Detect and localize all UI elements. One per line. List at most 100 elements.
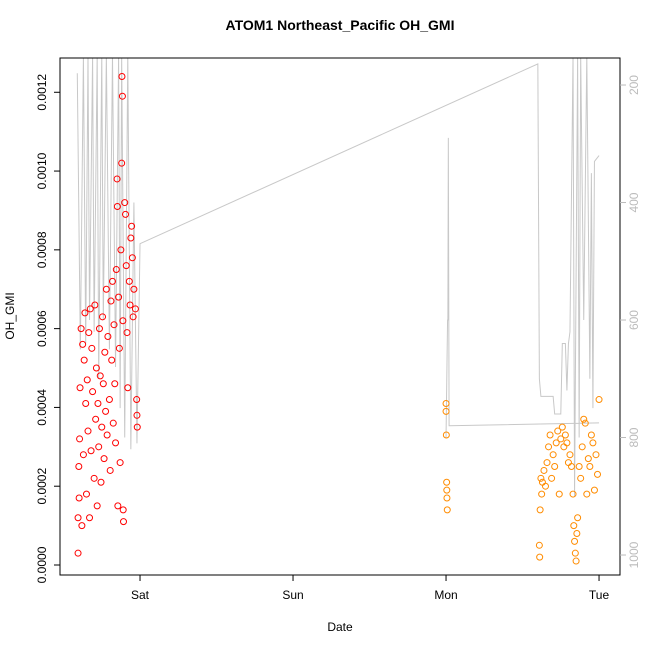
data-point xyxy=(103,431,111,439)
x-tick-label: Sat xyxy=(131,588,150,602)
data-point xyxy=(133,423,141,431)
data-point xyxy=(95,443,103,451)
data-point xyxy=(118,73,126,81)
y2-tick-label: 400 xyxy=(627,192,641,212)
data-point xyxy=(554,427,562,435)
data-point xyxy=(540,466,548,474)
data-point xyxy=(75,494,83,502)
data-point xyxy=(443,506,451,514)
y-tick-label: 0.0012 xyxy=(35,74,49,111)
data-point xyxy=(74,514,82,522)
data-point xyxy=(551,463,559,471)
data-point xyxy=(118,159,126,167)
data-point xyxy=(563,439,571,447)
data-point xyxy=(95,325,103,333)
data-point xyxy=(81,309,89,317)
data-point xyxy=(125,277,133,285)
data-point xyxy=(583,490,591,498)
data-point xyxy=(112,266,120,274)
data-point xyxy=(558,423,566,431)
data-point xyxy=(566,451,574,459)
data-point xyxy=(76,435,84,443)
data-point xyxy=(79,451,87,459)
data-point xyxy=(571,549,579,557)
data-point xyxy=(122,262,130,270)
data-point xyxy=(442,431,450,439)
data-point xyxy=(76,384,84,392)
data-point xyxy=(82,490,90,498)
data-point xyxy=(107,297,115,305)
data-point xyxy=(535,541,543,549)
data-point xyxy=(112,439,120,447)
data-point xyxy=(87,447,95,455)
data-point xyxy=(97,478,105,486)
plot-frame xyxy=(59,57,621,576)
data-point xyxy=(75,463,83,471)
y-tick-label: 0.0006 xyxy=(35,310,49,347)
data-point xyxy=(536,553,544,561)
data-point xyxy=(543,459,551,467)
y2-tick-label: 800 xyxy=(627,427,641,447)
chart-title: ATOM1 Northeast_Pacific OH_GMI xyxy=(226,17,455,33)
data-point xyxy=(545,443,553,451)
data-point xyxy=(118,92,126,100)
data-point xyxy=(548,474,556,482)
data-point xyxy=(595,396,603,404)
data-point xyxy=(129,313,137,321)
data-point xyxy=(98,423,106,431)
data-point xyxy=(133,411,141,419)
data-point xyxy=(96,372,104,380)
data-point xyxy=(90,474,98,482)
data-point xyxy=(578,443,586,451)
y-tick-label: 0.0002 xyxy=(35,468,49,505)
data-point xyxy=(115,293,123,301)
data-point xyxy=(584,455,592,463)
data-point xyxy=(128,222,136,230)
data-point xyxy=(83,376,91,384)
data-point xyxy=(572,557,580,565)
data-point xyxy=(557,435,565,443)
data-point xyxy=(442,399,450,407)
data-point xyxy=(108,277,116,285)
y2-tick-label: 600 xyxy=(627,310,641,330)
data-point xyxy=(538,478,546,486)
data-point xyxy=(575,463,583,471)
data-point xyxy=(115,344,123,352)
data-point xyxy=(121,199,129,207)
data-point xyxy=(91,301,99,309)
data-point xyxy=(546,431,554,439)
data-point xyxy=(580,415,588,423)
data-point xyxy=(581,419,589,427)
data-point xyxy=(88,344,96,352)
data-point xyxy=(77,325,85,333)
y-tick-label: 0.0000 xyxy=(35,546,49,583)
data-point xyxy=(100,455,108,463)
data-point xyxy=(86,514,94,522)
data-point xyxy=(130,285,138,293)
y-tick-label: 0.0004 xyxy=(35,389,49,426)
data-point xyxy=(586,463,594,471)
data-point xyxy=(111,380,119,388)
data-point xyxy=(536,506,544,514)
data-point xyxy=(108,356,116,364)
data-point xyxy=(113,175,121,183)
data-point xyxy=(564,459,572,467)
data-point xyxy=(82,399,90,407)
y2-tick-label: 200 xyxy=(627,75,641,95)
data-point xyxy=(119,317,127,325)
y2-tick-label: 1000 xyxy=(627,541,641,568)
data-point xyxy=(94,399,102,407)
data-point xyxy=(116,459,124,467)
data-point xyxy=(555,490,563,498)
data-point xyxy=(574,514,582,522)
data-point xyxy=(587,431,595,439)
data-point xyxy=(105,396,113,404)
data-point xyxy=(92,364,100,372)
data-point xyxy=(123,329,131,337)
data-point xyxy=(84,427,92,435)
data-point xyxy=(86,305,94,313)
data-point xyxy=(74,549,82,557)
data-point xyxy=(570,522,578,530)
data-point xyxy=(99,380,107,388)
